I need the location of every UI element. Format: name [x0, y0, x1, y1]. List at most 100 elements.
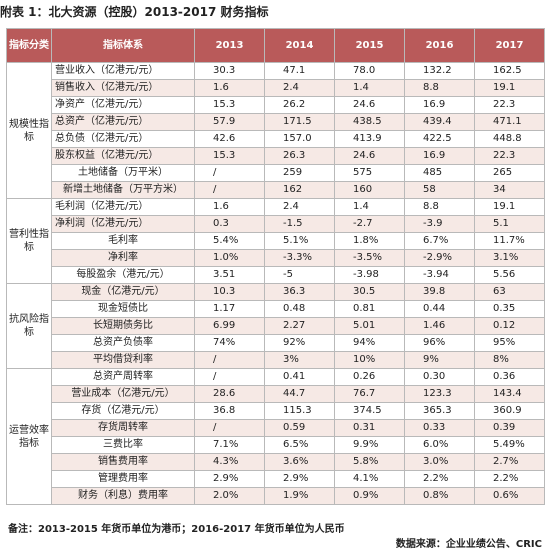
value-cell: 6.0% — [404, 436, 475, 454]
value-cell: 5.01 — [334, 317, 405, 335]
value-cell: -3.9 — [404, 215, 475, 233]
financial-indicators-table: 指标分类 指标体系 2013 2014 2015 2016 2017 规模性指标… — [6, 28, 545, 505]
value-cell: 36.3 — [264, 283, 335, 301]
value-cell: -5 — [264, 266, 335, 284]
value-cell: 22.3 — [474, 96, 545, 114]
value-cell: 3.0% — [404, 453, 475, 471]
value-cell: 47.1 — [264, 62, 335, 80]
value-cell: 0.6% — [474, 487, 545, 505]
indicator-label: 三费比率 — [51, 436, 195, 454]
indicator-label: 净资产（亿港元/元） — [51, 96, 195, 114]
value-cell: 34 — [474, 181, 545, 199]
table-row: 营业成本（亿港元/元） 28.6 44.7 76.7 123.3 143.4 — [7, 385, 545, 403]
value-cell: / — [194, 419, 265, 437]
table-row: 每股盈余（港元/元） 3.51 -5 -3.98 -3.94 5.56 — [7, 266, 545, 284]
value-cell: 15.3 — [194, 147, 265, 165]
value-cell: 24.6 — [334, 147, 405, 165]
table-row: 营利性指标 毛利润（亿港元/元） 1.6 2.4 1.4 8.8 19.1 — [6, 198, 545, 284]
value-cell: 132.2 — [404, 62, 475, 80]
value-cell: 6.7% — [404, 232, 475, 250]
header-year: 2013 — [194, 28, 265, 63]
value-cell: 2.0% — [194, 487, 265, 505]
indicator-label: 总负债（亿港元/元） — [51, 130, 195, 148]
value-cell: 6.99 — [194, 317, 265, 335]
value-cell: 1.6 — [194, 79, 265, 97]
category-cell: 抗风险指标 — [6, 283, 52, 369]
indicator-label: 总资产周转率 — [51, 368, 195, 386]
table-row: 三费比率 7.1% 6.5% 9.9% 6.0% 5.49% — [7, 436, 545, 454]
value-cell: 259 — [264, 164, 335, 182]
table-row: 存货周转率/0.59 0.31 0.33 0.39 — [7, 419, 545, 437]
value-cell: 485 — [404, 164, 475, 182]
value-cell: -2.7 — [334, 215, 405, 233]
value-cell: 0.41 — [264, 368, 335, 386]
value-cell: 3.1% — [474, 249, 545, 267]
value-cell: 5.8% — [334, 453, 405, 471]
table-row: 净利润（亿港元/元） 0.3 -1.5 -2.7 -3.9 5.1 — [7, 215, 545, 233]
value-cell: 0.59 — [264, 419, 335, 437]
table-row: 净资产（亿港元/元） 15.3 26.2 24.6 16.9 22.3 — [7, 96, 545, 114]
value-cell: 94% — [334, 334, 405, 352]
value-cell: 92% — [264, 334, 335, 352]
value-cell: 19.1 — [474, 198, 545, 216]
indicator-label: 营业收入（亿港元/元） — [51, 62, 195, 80]
indicator-label: 净利润（亿港元/元） — [51, 215, 195, 233]
value-cell: -3.3% — [264, 249, 335, 267]
value-cell: 0.39 — [474, 419, 545, 437]
value-cell: -3.5% — [334, 249, 405, 267]
table-row: 存货（亿港元/元） 36.8 115.3 374.5 365.3 360.9 — [7, 402, 545, 420]
value-cell: 5.1 — [474, 215, 545, 233]
value-cell: 8.8 — [404, 79, 475, 97]
indicator-label: 存货周转率 — [51, 419, 195, 437]
value-cell: 265 — [474, 164, 545, 182]
value-cell: 9% — [404, 351, 475, 369]
table-row: 平均借贷利率/3% 10% 9% 8% — [7, 351, 545, 369]
indicator-label: 土地储备（万平米） — [51, 164, 195, 182]
indicator-label: 现金短债比 — [51, 300, 195, 318]
value-cell: / — [194, 164, 265, 182]
value-cell: 76.7 — [334, 385, 405, 403]
value-cell: 413.9 — [334, 130, 405, 148]
value-cell: -1.5 — [264, 215, 335, 233]
indicator-label: 现金（亿港元/元） — [51, 283, 195, 301]
value-cell: 3.51 — [194, 266, 265, 284]
table-row: 毛利率 5.4% 5.1% 1.8% 6.7% 11.7% — [7, 232, 545, 250]
table-row: 总资产负债率 74% 92% 94% 96% 95% — [7, 334, 545, 352]
table-row: 总资产（亿港元/元） 57.9 171.5 438.5 439.4 471.1 — [7, 113, 545, 131]
value-cell: 162.5 — [474, 62, 545, 80]
indicator-label: 长短期债务比 — [51, 317, 195, 335]
value-cell: 5.1% — [264, 232, 335, 250]
indicator-label: 总资产负债率 — [51, 334, 195, 352]
indicator-label: 平均借贷利率 — [51, 351, 195, 369]
value-cell: 1.46 — [404, 317, 475, 335]
value-cell: 26.3 — [264, 147, 335, 165]
table-row: 新增土地储备（万平方米）/162 160 58 34 — [7, 181, 545, 199]
value-cell: 2.9% — [264, 470, 335, 488]
value-cell: 3.6% — [264, 453, 335, 471]
value-cell: 2.2% — [404, 470, 475, 488]
value-cell: 95% — [474, 334, 545, 352]
value-cell: 438.5 — [334, 113, 405, 131]
value-cell: 0.8% — [404, 487, 475, 505]
table-title: 附表 1：北大资源（控股）2013-2017 财务指标 — [0, 5, 269, 19]
value-cell: 2.7% — [474, 453, 545, 471]
value-cell: 2.4 — [264, 198, 335, 216]
table-row: 销售费用率 4.3% 3.6% 5.8% 3.0% 2.7% — [7, 453, 545, 471]
indicator-label: 管理费用率 — [51, 470, 195, 488]
value-cell: 360.9 — [474, 402, 545, 420]
value-cell: 123.3 — [404, 385, 475, 403]
indicator-label: 新增土地储备（万平方米） — [51, 181, 195, 199]
value-cell: 11.7% — [474, 232, 545, 250]
value-cell: / — [194, 368, 265, 386]
value-cell: 374.5 — [334, 402, 405, 420]
value-cell: 448.8 — [474, 130, 545, 148]
indicator-label: 每股盈余（港元/元） — [51, 266, 195, 284]
value-cell: 422.5 — [404, 130, 475, 148]
value-cell: 57.9 — [194, 113, 265, 131]
value-cell: 5.4% — [194, 232, 265, 250]
header-year: 2015 — [334, 28, 405, 63]
value-cell: 96% — [404, 334, 475, 352]
value-cell: 1.17 — [194, 300, 265, 318]
value-cell: 5.56 — [474, 266, 545, 284]
value-cell: 3% — [264, 351, 335, 369]
